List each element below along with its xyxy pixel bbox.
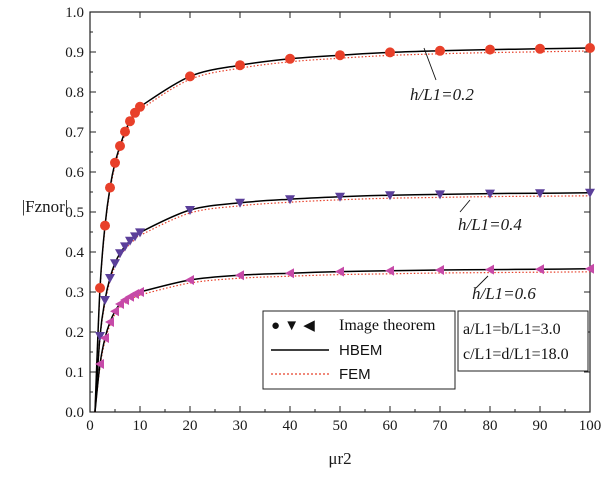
y-tick-label: 0.1 xyxy=(65,365,84,381)
x-tick-label: 50 xyxy=(333,418,348,434)
x-tick-label: 100 xyxy=(579,418,602,434)
legend: ● ▼ ◀ Image theorem HBEM FEM a/L1=b/L1=3… xyxy=(262,310,589,390)
curve-label-h04: h/L1=0.4 xyxy=(458,215,522,234)
note-cd: c/L1=d/L1=18.0 xyxy=(463,346,569,363)
data-point xyxy=(485,189,495,199)
legend-marker-symbols: ● ▼ ◀ xyxy=(271,317,315,334)
data-point xyxy=(95,359,104,369)
legend-hbem: HBEM xyxy=(339,342,382,359)
y-tick-label: 0.2 xyxy=(65,325,84,341)
legend-image-theorem: Image theorem xyxy=(339,317,436,334)
data-point xyxy=(135,228,145,238)
x-tick-label: 60 xyxy=(383,418,398,434)
data-point xyxy=(235,198,245,208)
data-point xyxy=(335,266,344,277)
data-point xyxy=(95,332,105,341)
y-tick-label: 0.5 xyxy=(65,205,84,221)
y-tick-label: 0.6 xyxy=(65,165,84,181)
data-point xyxy=(335,50,345,61)
data-point xyxy=(335,192,345,202)
data-point xyxy=(385,191,395,201)
x-axis: 0 10 20 30 40 50 60 70 80 90 100 xyxy=(86,12,601,434)
data-point xyxy=(535,189,545,199)
data-point xyxy=(105,274,115,283)
y-tick-label: 0.3 xyxy=(65,285,84,301)
data-point xyxy=(435,265,444,275)
y-tick-label: 0.8 xyxy=(65,85,84,101)
notes-box xyxy=(457,310,589,372)
data-point xyxy=(435,190,445,200)
curve-label-leader xyxy=(423,47,437,81)
data-point xyxy=(385,47,395,58)
x-tick-label: 10 xyxy=(133,418,148,434)
data-point xyxy=(485,264,494,275)
curve-label-h06: h/L1=0.6 xyxy=(472,284,536,303)
x-tick-label: 0 xyxy=(86,418,94,434)
data-point xyxy=(285,268,294,279)
data-point xyxy=(135,101,145,112)
curve-label-h02: h/L1=0.2 xyxy=(410,85,474,104)
y-tick-label: 0.7 xyxy=(65,125,84,141)
data-point xyxy=(115,141,125,151)
data-point xyxy=(285,195,295,205)
x-tick-label: 70 xyxy=(433,418,448,434)
data-point xyxy=(110,259,120,269)
data-point xyxy=(185,71,195,82)
data-point xyxy=(385,265,394,276)
data-point xyxy=(105,182,115,193)
plot-area xyxy=(94,43,595,413)
curve-label-leader xyxy=(475,275,489,289)
x-axis-label: μr2 xyxy=(328,449,351,468)
data-point xyxy=(235,270,244,281)
x-tick-label: 40 xyxy=(283,418,298,434)
data-point xyxy=(110,157,120,168)
data-point xyxy=(120,242,130,252)
data-point xyxy=(100,296,110,305)
data-point xyxy=(235,60,245,71)
data-point xyxy=(125,116,135,127)
data-point xyxy=(585,188,595,198)
y-axis: 0.0 0.1 0.2 0.3 0.4 0.5 0.6 0.7 0.8 0.9 1.0 xyxy=(65,5,590,421)
data-point xyxy=(185,206,195,215)
data-point xyxy=(130,232,140,242)
data-point xyxy=(485,44,495,55)
y-tick-label: 0.4 xyxy=(65,245,84,261)
x-tick-label: 90 xyxy=(533,418,548,434)
data-point xyxy=(585,43,595,53)
data-point xyxy=(115,299,124,309)
data-point xyxy=(100,333,109,343)
data-point xyxy=(535,43,545,54)
y-tick-label: 0.0 xyxy=(65,405,84,421)
data-point xyxy=(110,306,119,317)
data-point xyxy=(135,287,144,297)
data-point xyxy=(435,45,445,56)
x-tick-label: 30 xyxy=(233,418,248,434)
data-point xyxy=(115,249,125,259)
data-point xyxy=(585,263,594,274)
y-axis-label: |Fznor| xyxy=(22,197,68,216)
data-point xyxy=(535,264,544,275)
data-point xyxy=(185,275,194,285)
data-point xyxy=(105,317,114,327)
note-ab: a/L1=b/L1=3.0 xyxy=(463,321,561,338)
fem-line xyxy=(94,271,591,413)
legend-fem: FEM xyxy=(339,366,371,383)
y-tick-label: 0.9 xyxy=(65,45,84,61)
y-tick-label: 1.0 xyxy=(65,5,84,21)
data-point xyxy=(100,220,110,231)
curve-labels: h/L1=0.2 h/L1=0.4 h/L1=0.6 xyxy=(410,47,536,303)
x-tick-label: 80 xyxy=(483,418,498,434)
data-point xyxy=(285,53,295,64)
data-point xyxy=(95,283,105,293)
curve-label-leader xyxy=(459,199,471,213)
data-point xyxy=(125,236,135,246)
data-point xyxy=(120,126,130,137)
x-tick-label: 20 xyxy=(183,418,198,434)
